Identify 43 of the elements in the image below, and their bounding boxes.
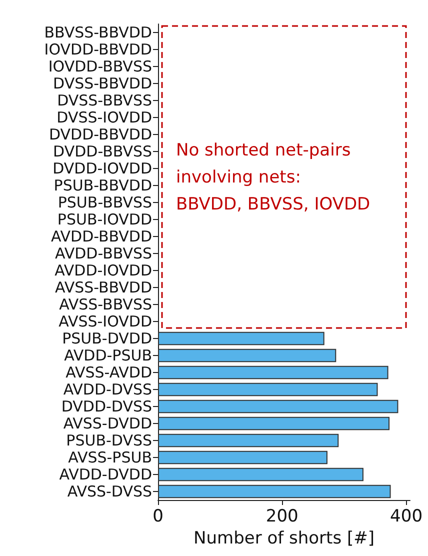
y-tick-label: IOVDD-BBVDD bbox=[44, 40, 152, 58]
bar bbox=[158, 366, 388, 380]
y-tick-label: DVSS-IOVDD bbox=[56, 108, 152, 126]
bar bbox=[158, 416, 390, 430]
y-tick-label: DVDD-BBVSS bbox=[53, 142, 152, 160]
y-tick-label: AVDD-BBVDD bbox=[50, 228, 152, 246]
x-axis-title: Number of shorts [#] bbox=[194, 528, 374, 548]
y-tick-label: AVSS-BBVSS bbox=[59, 296, 152, 314]
y-tick-label: AVSS-DVDD bbox=[63, 414, 152, 432]
y-tick-label: PSUB-IOVDD bbox=[57, 210, 152, 228]
x-tick-label: 0 bbox=[152, 506, 164, 526]
bar bbox=[158, 450, 328, 464]
y-tick-label: AVSS-PSUB bbox=[68, 448, 152, 466]
y-tick-label: DVDD-DVSS bbox=[61, 398, 152, 416]
y-tick-label: AVDD-PSUB bbox=[64, 346, 152, 364]
y-tick-label: IOVDD-BBVSS bbox=[48, 58, 152, 76]
y-tick-label: PSUB-BBVDD bbox=[54, 176, 152, 194]
x-tick-label: 400 bbox=[390, 506, 422, 526]
y-tick-label: PSUB-DVSS bbox=[66, 432, 152, 450]
bar bbox=[158, 400, 398, 414]
y-tick-label: AVDD-IOVDD bbox=[54, 262, 152, 280]
y-tick-label: AVDD-DVDD bbox=[59, 466, 152, 484]
annotation: No shorted net-pairs involving nets: BBVDD, BBVSS, IOVDD bbox=[176, 140, 370, 214]
y-tick-label: DVDD-IOVDD bbox=[52, 160, 152, 178]
y-tick-label: PSUB-BBVSS bbox=[58, 194, 152, 212]
bar bbox=[158, 382, 378, 396]
y-tick-label: AVSS-IOVDD bbox=[58, 312, 152, 330]
y-tick-label: AVDD-DVSS bbox=[63, 380, 152, 398]
bar bbox=[158, 468, 364, 482]
bar bbox=[158, 484, 391, 498]
y-tick-label: BBVSS-BBVDD bbox=[44, 24, 152, 42]
y-tick-label: DVDD-BBVDD bbox=[48, 126, 152, 144]
y-tick-label: AVDD-BBVSS bbox=[55, 244, 152, 262]
y-tick-label: AVSS-DVSS bbox=[67, 482, 152, 500]
y-tick-label: DVSS-BBVDD bbox=[53, 74, 152, 92]
bar bbox=[158, 434, 339, 448]
bar bbox=[158, 348, 336, 362]
y-tick-label: DVSS-BBVSS bbox=[57, 92, 152, 110]
y-tick-label: AVSS-AVDD bbox=[66, 364, 152, 382]
bar bbox=[158, 332, 324, 346]
y-tick-label: PSUB-DVDD bbox=[62, 330, 152, 348]
y-tick-label: AVSS-BBVDD bbox=[55, 278, 152, 296]
x-tick-label: 200 bbox=[266, 506, 298, 526]
